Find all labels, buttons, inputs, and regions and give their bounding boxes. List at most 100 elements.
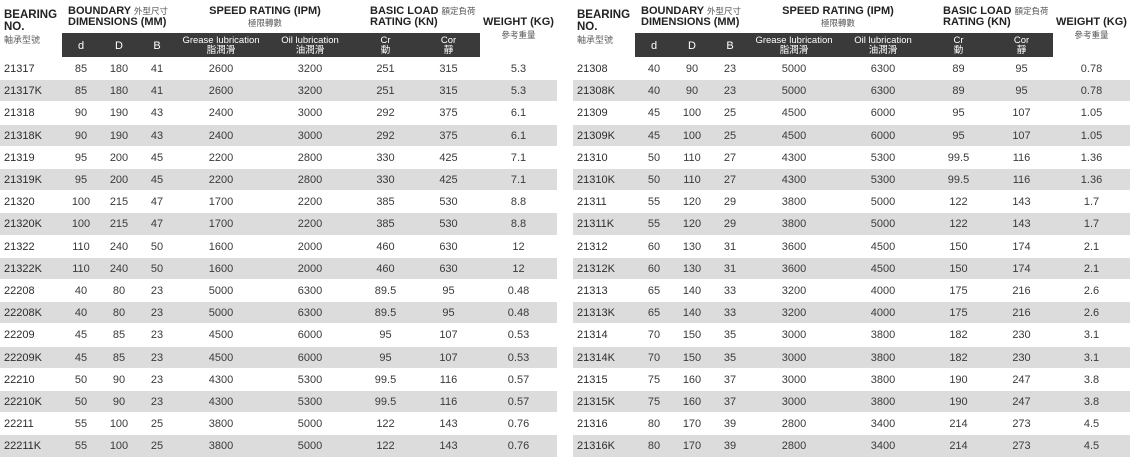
cell-D: 150 [682,329,702,342]
cell-cor: 107 [1012,107,1031,120]
weight-cn-label: 參考重量 [501,30,536,40]
cell-d: 50 [74,373,88,386]
cell-oil: 2000 [297,240,323,253]
cell-weight: 2.1 [1083,262,1100,275]
cell-bearing-no: 21308 [577,63,608,75]
cell-d: 85 [74,85,88,98]
cell-B: 25 [723,107,737,120]
cell-bearing-no: 21320 [4,196,35,209]
col-cor: Cor 靜 [417,33,480,57]
cell-d: 110 [72,262,90,275]
cell-d: 50 [74,396,88,408]
cell-bearing-no: 21313K [577,307,615,320]
cell-B: 50 [150,262,164,275]
bearing-table-left: BEARING NO. 軸承型號 BOUNDARY 外型尺寸 DIMENSIONS… [0,0,557,457]
cell-cr: 89.5 [374,307,397,320]
cell-bearing-no: 21308K [577,85,615,98]
cell-cr: 292 [376,129,395,142]
header-weight: WEIGHT (KG) 參考重量 [1053,0,1130,57]
cell-cor: 230 [1012,329,1031,342]
cell-grease: 3000 [781,351,807,364]
cell-cr: 251 [376,85,395,98]
cell-B: 45 [150,174,164,186]
table-row: 21313 65 140 33 3200 4000 175 216 2.6 [573,279,1130,302]
cell-grease: 1600 [208,240,234,253]
cell-weight: 1.36 [1080,151,1103,164]
load-rating-label: RATING (KN) [943,16,1011,28]
cell-D: 180 [109,63,129,75]
cell-cor: 95 [442,285,455,297]
table-row: 21309 45 100 25 4500 6000 95 107 1.05 [573,101,1130,124]
cell-weight: 3.1 [1083,329,1100,342]
col-grease: Grease lubrication 脂潤滑 [176,33,266,57]
cell-cr: 99.5 [374,373,397,386]
cell-oil: 3000 [297,107,323,120]
cell-d: 40 [647,85,661,98]
cell-cr: 330 [376,174,395,186]
cell-weight: 1.7 [1083,196,1100,209]
cell-weight: 5.3 [510,85,527,98]
col-d: d [635,33,673,57]
cell-cr: 190 [949,373,968,386]
cell-oil: 3400 [870,440,896,453]
cell-cor: 247 [1012,396,1031,408]
dimensions-label: DIMENSIONS (MM) [641,16,740,28]
cell-weight: 4.5 [1083,440,1100,453]
cell-oil: 5300 [297,373,323,386]
cell-B: 37 [723,373,737,386]
cell-D: 190 [109,129,129,142]
cell-oil: 5000 [870,196,896,209]
col-cor: Cor 靜 [990,33,1053,57]
cell-oil: 5000 [297,418,323,431]
cell-grease: 3600 [781,240,807,253]
cell-weight: 2.1 [1083,240,1100,253]
cell-cor: 375 [439,107,458,120]
cell-bearing-no: 22210K [4,396,42,408]
table-row: 21317K 85 180 41 2600 3200 251 315 5.3 [0,79,557,102]
boundary-label: BOUNDARY [68,5,131,17]
cell-cr: 95 [379,351,392,364]
cell-oil: 4500 [870,262,896,275]
table-row: 21311K 55 120 29 3800 5000 122 143 1.7 [573,212,1130,235]
cell-cor: 116 [1012,174,1031,186]
cell-d: 100 [71,218,91,231]
cell-cor: 116 [1012,151,1031,164]
table-header: BEARING NO. 軸承型號 BOUNDARY 外型尺寸 DIMENSIONS… [573,0,1130,57]
cell-cor: 174 [1012,240,1031,253]
cell-grease: 2600 [208,63,234,75]
cell-bearing-no: 21310 [577,151,608,164]
cell-d: 50 [647,151,661,164]
cell-grease: 3800 [208,440,234,453]
cell-weight: 3.1 [1083,351,1100,364]
cell-weight: 0.76 [507,418,530,431]
header-speed: SPEED RATING (IPM) 極限轉數 [176,0,354,33]
cell-weight: 12 [512,262,525,275]
cell-grease: 5000 [208,307,234,320]
cell-grease: 3000 [781,329,807,342]
bearing-table-right: BEARING NO. 軸承型號 BOUNDARY 外型尺寸 DIMENSIONS… [573,0,1130,457]
speed-cn-label: 極限轉數 [247,18,282,28]
cell-cor: 107 [439,329,458,342]
cell-grease: 2200 [208,151,234,164]
table-row: 21311 55 120 29 3800 5000 122 143 1.7 [573,190,1130,213]
cell-bearing-no: 21312K [577,262,615,275]
cell-grease: 4300 [208,396,234,408]
table-row: 22208 40 80 23 5000 6300 89.5 95 0.48 [0,279,557,302]
cell-oil: 4500 [870,240,896,253]
cell-d: 95 [74,174,88,186]
cell-d: 40 [74,285,88,297]
cell-d: 50 [647,174,661,186]
cell-cor: 95 [1015,63,1028,75]
cell-cr: 95 [952,107,965,120]
cell-d: 60 [647,262,661,275]
cell-D: 130 [682,240,702,253]
cell-oil: 6300 [870,63,896,75]
cell-B: 47 [150,218,164,231]
cell-D: 215 [109,218,129,231]
bearing-no-cn-label: 軸承型號 [577,35,614,45]
cell-B: 50 [150,240,164,253]
cell-D: 100 [682,107,702,120]
cell-grease: 4300 [781,174,807,186]
cell-cr: 89 [952,63,965,75]
speed-label: SPEED RATING (IPM) [209,5,321,17]
